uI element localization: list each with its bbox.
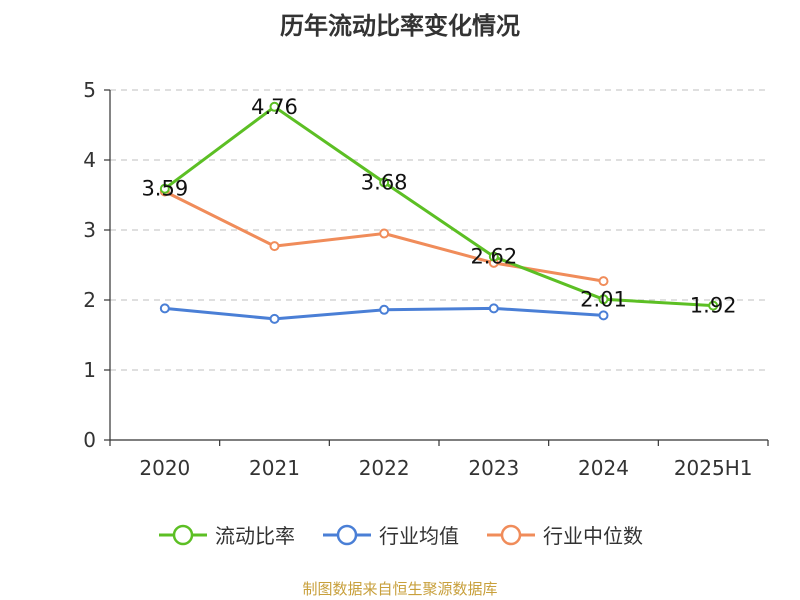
data-label: 4.76 [251,95,298,119]
data-point [598,310,609,321]
data-point [488,251,499,262]
legend-label: 行业中位数 [543,524,643,548]
y-tick-label: 1 [83,358,96,382]
x-tick-label: 2020 [139,456,190,480]
chart-title: 历年流动比率变化情况 [280,12,520,40]
data-point [269,101,280,112]
data-point [598,276,609,287]
data-label: 2.01 [580,287,627,311]
axis-layer: 0 1 2 3 4 5 2020 2021 2022 2023 2024 2025H1 [83,78,769,480]
legend-item[interactable]: 行业中位数 [485,520,643,549]
data-point [379,228,390,239]
data-label: 3.59 [141,177,188,201]
x-tick-label: 2025H1 [674,456,753,480]
data-label: 2.62 [470,245,517,269]
data-point [269,241,280,252]
data-point [159,183,170,194]
series-line [163,105,714,308]
y-tick-label: 3 [83,218,96,242]
data-point [379,304,390,315]
data-point [708,300,719,311]
data-label: 1.92 [690,294,737,318]
x-tick-label: 2021 [249,456,300,480]
source-note: 制图数据来自恒生聚源数据库 [302,580,498,598]
grid-layer [110,89,768,371]
data-point [379,177,390,188]
data-point [159,303,170,314]
x-tick-label: 2022 [359,456,410,480]
y-tick-label: 5 [83,78,96,102]
series-layer [159,101,719,324]
legend-label: 流动比率 [215,524,295,548]
data-label-layer: 3.59 4.76 3.68 2.62 2.01 1.92 [141,95,736,318]
x-tick-label: 2023 [468,456,519,480]
y-tick-label: 0 [83,428,96,452]
legend-item[interactable]: 流动比率 [157,520,295,549]
data-point [488,303,499,314]
y-tick-label: 4 [83,148,96,172]
legend-label: 行业均值 [379,524,459,548]
data-label: 3.68 [361,170,408,194]
data-point [269,313,280,324]
x-tick-label: 2024 [578,456,629,480]
y-tick-label: 2 [83,288,96,312]
legend-item[interactable]: 行业均值 [321,520,459,549]
data-point [598,294,609,305]
legend-marker-icon [159,524,207,545]
legend-marker-icon [487,524,535,545]
legend-marker-icon [323,524,371,545]
legend: 流动比率 行业均值 行业中位数 [0,520,800,549]
